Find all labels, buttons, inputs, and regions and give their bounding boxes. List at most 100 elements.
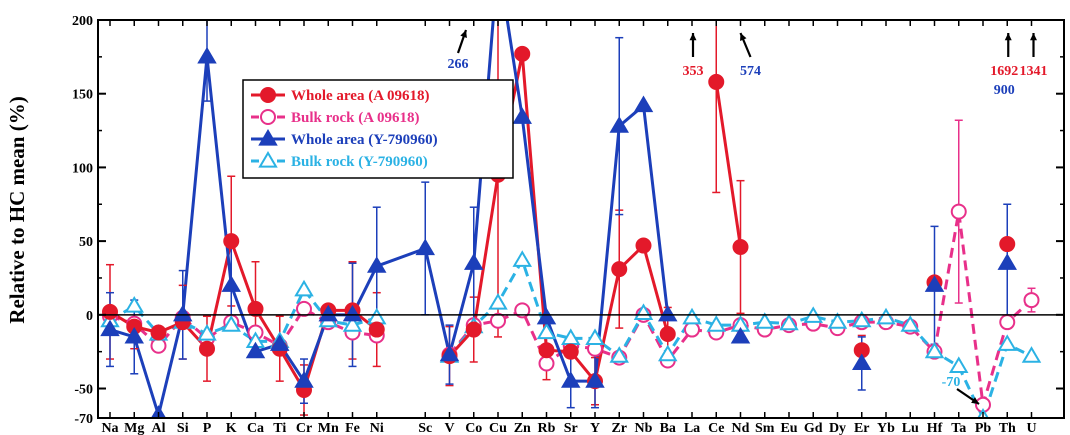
data-point <box>245 341 266 359</box>
data-point <box>852 353 872 371</box>
legend-label: Whole area (Y-790960) <box>291 132 438 148</box>
data-point <box>150 337 167 354</box>
axes-layer: 200 150 100 50 0 -50 -70 Na Mg Al Si P K Ca Ti Cr Mn Fe Ni… <box>72 14 1065 435</box>
x-tick-label: Si <box>177 421 189 435</box>
data-point <box>536 322 557 340</box>
data-point <box>950 203 967 220</box>
x-tick-label: Ba <box>660 421 676 435</box>
x-tick-label: Fe <box>345 421 360 435</box>
data-point <box>465 321 482 338</box>
data-point <box>708 73 725 90</box>
x-tick-label: Sc <box>418 421 432 435</box>
series-line-2 <box>109 20 670 418</box>
data-point <box>706 315 726 332</box>
x-tick-label: Sr <box>564 421 578 435</box>
markers-layer <box>100 45 1042 418</box>
data-point <box>197 46 217 64</box>
x-tick-label: Sm <box>755 421 775 435</box>
x-tick-label: Al <box>152 421 166 435</box>
legend-swatch-marker <box>260 109 276 125</box>
data-point <box>490 312 506 329</box>
data-point <box>536 307 557 325</box>
data-point <box>221 275 241 292</box>
annotation-label: 574 <box>740 64 761 79</box>
x-tick-label: Yb <box>877 421 895 435</box>
legend-label: Whole area (A 09618) <box>291 88 429 104</box>
y-tick-label: 0 <box>86 309 93 324</box>
x-tick-label: Pb <box>975 421 992 435</box>
x-tick-label: Th <box>999 421 1016 435</box>
legend-swatch-marker <box>260 87 276 103</box>
y-tick-label: 200 <box>72 14 93 29</box>
data-point <box>611 261 628 278</box>
data-point <box>247 300 264 317</box>
data-point <box>367 256 387 273</box>
data-point <box>635 237 652 254</box>
data-point <box>173 304 193 322</box>
data-point <box>609 346 629 363</box>
x-tick-label: Y <box>590 421 600 435</box>
data-point <box>900 315 920 332</box>
data-point <box>538 342 555 359</box>
data-point <box>999 236 1016 253</box>
x-tick-label: P <box>203 421 212 435</box>
data-point <box>368 321 385 338</box>
plot-frame <box>97 19 1065 419</box>
data-point <box>852 310 872 328</box>
y-tick-label: -50 <box>74 383 93 398</box>
data-point <box>318 304 338 322</box>
annotation-arrowhead <box>689 33 697 41</box>
annotation-label: 266 <box>448 57 469 72</box>
series-line-0 <box>714 81 742 248</box>
data-point <box>488 293 508 310</box>
data-point <box>924 341 945 359</box>
x-tick-label: U <box>1026 421 1036 435</box>
x-tick-label: Eu <box>780 421 797 435</box>
data-point <box>439 344 460 362</box>
legend-label: Bulk rock (Y-790960) <box>291 154 428 170</box>
data-point <box>223 233 240 250</box>
data-point <box>124 295 144 313</box>
data-point <box>199 340 215 357</box>
data-point <box>924 275 945 292</box>
data-point <box>585 371 605 388</box>
x-tick-label: Ni <box>370 421 384 435</box>
legend-box <box>242 79 514 179</box>
y-tick-label: 100 <box>72 161 93 176</box>
data-point <box>415 238 435 256</box>
data-point <box>658 304 678 322</box>
x-tick-label: Hf <box>927 421 943 435</box>
data-point <box>197 324 217 341</box>
x-tick-label: Zn <box>514 421 531 435</box>
x-tick-label: Zr <box>611 421 627 435</box>
x-tick-label: Cr <box>296 421 312 435</box>
x-tick-label: K <box>226 421 237 435</box>
x-tick-label: Nd <box>732 421 750 435</box>
data-point <box>730 326 751 344</box>
data-point <box>876 307 896 325</box>
x-tick-label: Mn <box>318 421 339 435</box>
data-point <box>999 314 1016 331</box>
data-point <box>755 312 775 329</box>
data-point <box>464 253 484 270</box>
x-tick-label: Mg <box>124 421 144 435</box>
data-point <box>997 253 1017 270</box>
data-point <box>512 250 532 267</box>
data-point <box>779 313 799 331</box>
data-point <box>561 371 581 388</box>
data-point <box>562 343 579 360</box>
data-point <box>296 300 312 317</box>
data-point <box>949 356 969 374</box>
data-point <box>294 279 314 297</box>
x-tick-label: Nb <box>635 421 653 435</box>
data-point <box>342 315 363 332</box>
data-point <box>658 344 678 362</box>
data-point <box>538 355 555 372</box>
annotation-arrowhead <box>740 33 747 41</box>
x-tick-label: Dy <box>829 421 846 435</box>
data-point <box>124 326 144 344</box>
data-point <box>100 319 120 337</box>
x-tick-label: V <box>444 421 454 435</box>
x-tick-label: Ti <box>273 421 286 435</box>
